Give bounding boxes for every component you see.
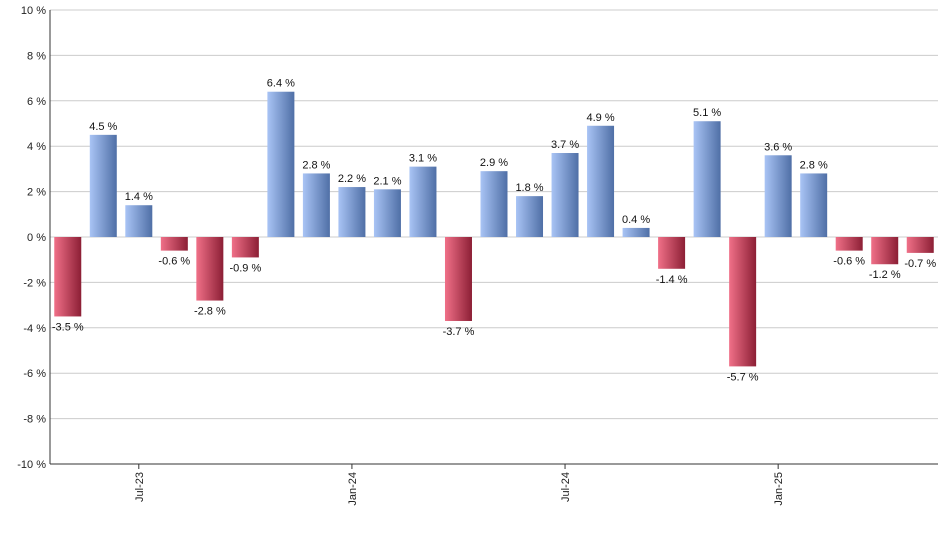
bar (338, 187, 366, 237)
bar (835, 237, 863, 251)
bar (729, 237, 757, 367)
bar (160, 237, 188, 251)
data-label: 2.2 % (338, 173, 366, 185)
bar (231, 237, 259, 258)
y-axis-tick-labels: -10 % -8 % -6 % -4 % -2 % 0 % 2 % 4 % 6 % 8 % 10 % (17, 5, 46, 471)
data-label: 3.7 % (551, 139, 579, 151)
y-tick-label: 10 % (21, 5, 46, 17)
bar (373, 189, 401, 237)
data-label: -3.7 % (443, 326, 475, 338)
data-label: 2.8 % (800, 159, 828, 171)
bar (516, 196, 544, 237)
axes (49, 10, 938, 465)
data-label: 3.1 % (409, 153, 437, 165)
data-label: 3.6 % (764, 141, 792, 153)
data-label: 2.1 % (373, 175, 401, 187)
y-tick-label: -10 % (17, 459, 46, 471)
x-tick-label: Jan-24 (347, 472, 359, 506)
data-label: -0.7 % (904, 258, 936, 270)
bar (800, 173, 828, 237)
bar (54, 237, 82, 317)
x-tick-label: Jan-25 (773, 472, 785, 506)
data-label: 4.5 % (89, 121, 117, 133)
bar (125, 205, 153, 237)
data-label: 1.4 % (125, 191, 153, 203)
bars (54, 91, 934, 367)
y-tick-label: 6 % (27, 96, 46, 108)
bar (871, 237, 899, 265)
y-tick-label: 0 % (27, 232, 46, 244)
x-tick-label: Jul-23 (134, 472, 146, 502)
data-label: -0.6 % (158, 256, 190, 268)
y-tick-label: -2 % (23, 277, 46, 289)
data-label: 5.1 % (693, 107, 721, 119)
bar (302, 173, 330, 237)
data-label: 0.4 % (622, 214, 650, 226)
data-label: 4.9 % (586, 112, 614, 124)
data-label: -1.2 % (869, 269, 901, 281)
data-label: -0.6 % (833, 256, 865, 268)
data-label: 1.8 % (515, 182, 543, 194)
bar (444, 237, 472, 321)
y-tick-label: 4 % (27, 141, 46, 153)
bar (658, 237, 686, 269)
bar (89, 134, 117, 237)
x-axis-tick-labels: Jul-23 Jan-24 Jul-24 Jan-25 (134, 464, 785, 506)
data-label: 6.4 % (267, 78, 295, 90)
data-labels: -3.5 % 4.5 % 1.4 % -0.6 % -2.8 % -0.9 % 6.4 % 2… (52, 78, 936, 384)
bar (196, 237, 224, 301)
data-label: -1.4 % (656, 274, 688, 286)
bar (551, 153, 579, 237)
bar (480, 171, 508, 237)
bar (409, 166, 437, 237)
y-tick-label: 8 % (27, 50, 46, 62)
bar (906, 237, 934, 253)
y-tick-label: -6 % (23, 368, 46, 380)
y-tick-label: 2 % (27, 187, 46, 199)
bar (693, 121, 721, 237)
data-label: 2.9 % (480, 157, 508, 169)
y-tick-label: -8 % (23, 414, 46, 426)
data-label: 2.8 % (302, 159, 330, 171)
data-label: -5.7 % (727, 371, 759, 383)
bar (587, 125, 615, 237)
bar (622, 227, 650, 237)
data-label: -0.9 % (229, 262, 261, 274)
bar (764, 155, 792, 237)
data-label: -3.5 % (52, 321, 84, 333)
bar (267, 91, 295, 237)
data-label: -2.8 % (194, 306, 226, 318)
y-tick-label: -4 % (23, 323, 46, 335)
x-tick-label: Jul-24 (560, 472, 572, 502)
